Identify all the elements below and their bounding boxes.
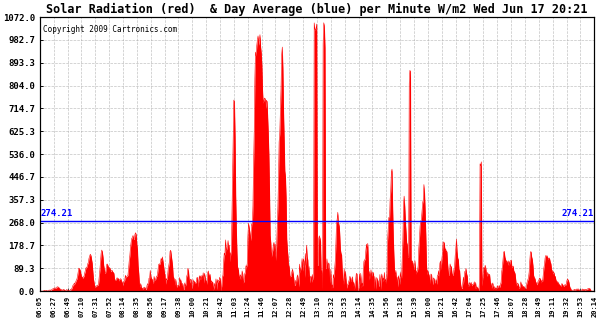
Text: Copyright 2009 Cartronics.com: Copyright 2009 Cartronics.com [43, 25, 177, 34]
Text: 274.21: 274.21 [562, 210, 594, 219]
Title: Solar Radiation (red)  & Day Average (blue) per Minute W/m2 Wed Jun 17 20:21: Solar Radiation (red) & Day Average (blu… [46, 3, 588, 16]
Text: 274.21: 274.21 [41, 210, 73, 219]
